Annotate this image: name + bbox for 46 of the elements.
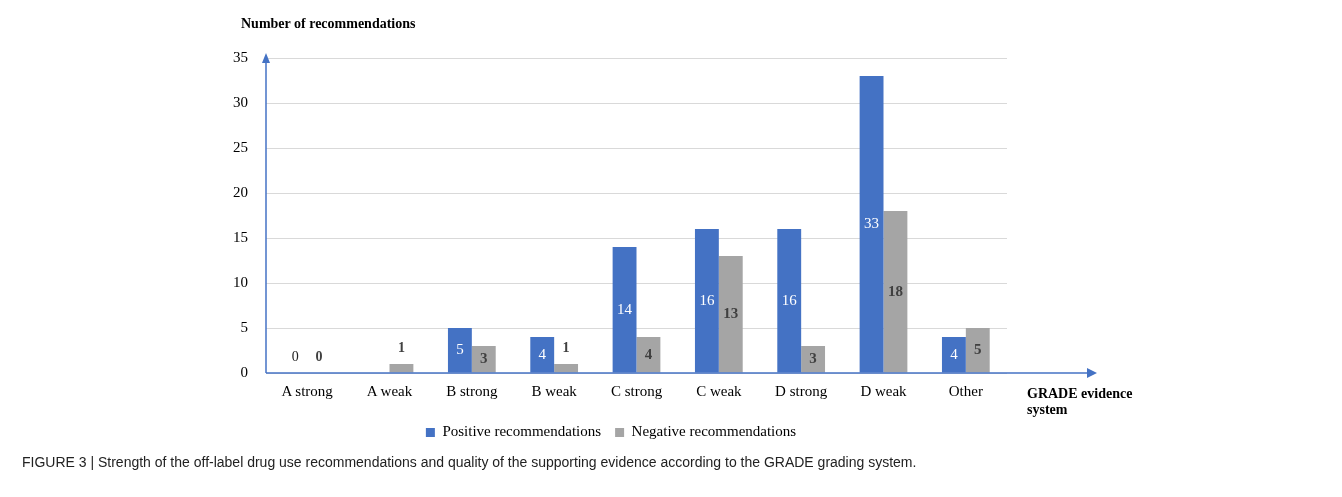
- data-label: 4: [538, 345, 547, 362]
- caption: FIGURE 3 | Strength of the off-label drug use recommendations and quality of the supporting evidence according to the GRADE grading system.: [22, 454, 918, 470]
- data-label: 5: [974, 341, 982, 358]
- data-label: 33: [864, 215, 880, 232]
- bar: [801, 346, 826, 373]
- bar: [883, 211, 908, 373]
- y-tick-label: 20: [233, 183, 248, 200]
- data-label: 14: [617, 300, 633, 317]
- x-tick-label: A weak: [366, 382, 413, 399]
- data-label: 4: [950, 345, 959, 362]
- y-tick-label: 10: [233, 273, 248, 290]
- bar: [554, 364, 579, 373]
- legend-label: Positive recommendations: [442, 423, 602, 440]
- data-label: 4: [644, 345, 653, 362]
- y-tick-label: 25: [233, 138, 248, 155]
- bar: [389, 364, 414, 373]
- bar: [718, 256, 743, 373]
- y-tick-label: 30: [233, 93, 248, 110]
- y-axis-title: Number of recommendations: [241, 16, 417, 31]
- data-label: 18: [887, 282, 903, 299]
- x-tick-label: B weak: [531, 382, 578, 399]
- data-label: 3: [809, 350, 817, 367]
- x-tick-label: A strong: [281, 382, 334, 399]
- x-tick-label: D weak: [860, 382, 908, 399]
- x-tick-label: C strong: [610, 382, 663, 399]
- y-tick-label: 35: [233, 48, 248, 65]
- data-label: 13: [723, 305, 739, 322]
- data-label: 0: [291, 348, 299, 364]
- x-tick-label: B strong: [446, 382, 498, 399]
- data-label: 3: [480, 350, 488, 367]
- y-tick-label: 15: [233, 228, 248, 245]
- bar: [965, 328, 990, 373]
- x-axis-title: GRADE evidence system: [1027, 386, 1133, 417]
- x-tick-label: C weak: [696, 382, 743, 399]
- data-label: 1: [562, 339, 570, 355]
- x-tick-label: D strong: [775, 382, 828, 399]
- legend-label: Negative recommendations: [631, 423, 797, 440]
- y-tick-label: 5: [240, 318, 248, 335]
- data-label: 1: [397, 339, 405, 355]
- y-tick-label: 0: [240, 363, 248, 380]
- data-label: 0: [315, 348, 323, 364]
- bar: [471, 346, 496, 373]
- data-label: 16: [699, 291, 715, 308]
- data-label: 16: [781, 291, 798, 308]
- x-tick-label: Other: [948, 382, 983, 399]
- data-label: 5: [456, 341, 464, 358]
